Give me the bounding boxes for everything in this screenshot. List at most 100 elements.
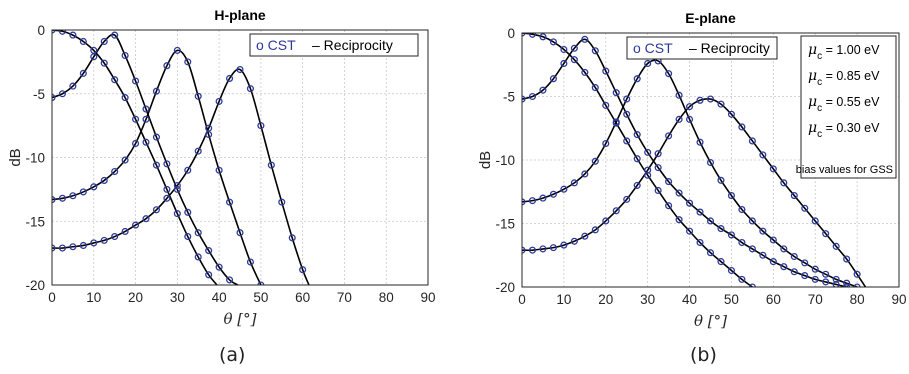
caption-a: (a) [219, 344, 246, 366]
cst-marker [152, 161, 160, 169]
cst-marker [522, 246, 526, 254]
cst-marker [58, 194, 66, 202]
legend: o CST – Reciprocity [249, 33, 419, 57]
cst-marker [142, 215, 150, 223]
cst-marker [194, 147, 202, 155]
cst-marker [246, 85, 254, 93]
cst-marker [79, 188, 87, 196]
cst-marker [570, 237, 578, 245]
cst-marker [675, 216, 683, 224]
cst-marker [602, 67, 610, 75]
x-tick-label: 30 [170, 290, 185, 305]
x-tick-label: 10 [556, 292, 571, 307]
cst-marker [152, 206, 160, 214]
y-tick-label: -10 [495, 153, 515, 168]
x-tick-label: 60 [766, 292, 781, 307]
cst-marker [528, 33, 537, 38]
legend-cst-label: o CST [256, 37, 296, 53]
cst-marker [152, 133, 160, 141]
cst-marker [780, 263, 788, 271]
cst-marker [706, 158, 715, 167]
x-tick-label: 60 [295, 290, 310, 305]
cst-marker [665, 202, 673, 210]
cst-marker [738, 123, 746, 131]
reciprocity-line-3 [522, 59, 858, 287]
cst-marker [163, 160, 171, 168]
cst-marker [549, 190, 557, 198]
x-tick-label: 0 [48, 290, 56, 305]
cst-marker [665, 178, 673, 186]
x-tick-label: 10 [86, 290, 101, 305]
chart-e-plane: 0 10 20 30 40 50 60 70 80 90 0 -5 -10 -15 -20 θ [°] dB E-… [477, 10, 907, 330]
y-tick-label: -10 [25, 151, 45, 166]
cst-marker [215, 263, 223, 271]
cst-marker [843, 283, 851, 287]
cst-marker [215, 97, 223, 105]
cst-marker [549, 75, 557, 83]
cst-marker [111, 167, 119, 176]
cst-marker [665, 70, 673, 78]
cst-marker [100, 59, 108, 67]
cst-marker [288, 234, 296, 242]
y-axis-label: dB [7, 148, 24, 166]
cst-marker [236, 65, 244, 74]
cst-marker [194, 253, 202, 261]
x-tick-label: 50 [253, 290, 268, 305]
bias-entry: μc = 0.85 eV [808, 68, 880, 88]
cst-marker [811, 217, 819, 225]
x-tick-label: 80 [379, 290, 394, 305]
cst-marker [111, 31, 119, 39]
cst-marker [560, 241, 568, 249]
cst-marker [539, 245, 547, 253]
cst-marker [769, 258, 777, 266]
cst-marker [769, 165, 777, 173]
y-tick-label: 0 [37, 23, 45, 38]
cst-marker [748, 137, 756, 145]
cst-marker [738, 239, 746, 247]
legend-box [249, 33, 419, 57]
cst-marker [738, 275, 746, 283]
cst-marker [623, 95, 631, 103]
cst-marker [853, 270, 861, 278]
cst-marker [111, 76, 119, 84]
cst-marker [832, 275, 840, 283]
cst-marker [90, 183, 98, 191]
cst-marker [173, 185, 181, 193]
cst-marker [727, 110, 735, 118]
cst-marker [686, 199, 694, 207]
cst-marker [602, 217, 610, 225]
cst-marker [654, 186, 662, 195]
series-layer [52, 30, 310, 285]
cst-marker [560, 185, 568, 193]
axes-box [521, 32, 900, 288]
cst-marker [822, 270, 830, 278]
cst-marker [581, 170, 589, 178]
cst-marker [142, 115, 150, 123]
x-tick-label: 70 [808, 292, 823, 307]
x-tick-label: 20 [128, 290, 143, 305]
cst-marker [581, 68, 589, 76]
cst-marker [706, 249, 715, 257]
cst-marker [602, 139, 610, 148]
cst-marker [843, 255, 851, 263]
cst-marker [780, 179, 788, 187]
cst-marker [581, 35, 589, 43]
cst-marker [69, 82, 77, 90]
cst-marker [780, 245, 788, 253]
cst-marker [591, 47, 599, 55]
cst-marker [549, 38, 557, 46]
cst-marker [675, 91, 683, 99]
bias-entry: μc = 0.55 eV [808, 94, 880, 114]
cst-marker [58, 90, 66, 98]
cst-marker [717, 176, 725, 184]
cst-marker [801, 259, 809, 267]
cst-marker [226, 276, 234, 284]
cst-marker [560, 45, 568, 54]
y-tick-label: -15 [25, 214, 45, 229]
cst-marker [717, 225, 725, 233]
chart-title: E-plane [685, 10, 736, 26]
cst-marker [633, 181, 641, 189]
cst-marker [759, 151, 767, 159]
cst-marker [79, 69, 87, 77]
cst-marker [790, 268, 798, 276]
